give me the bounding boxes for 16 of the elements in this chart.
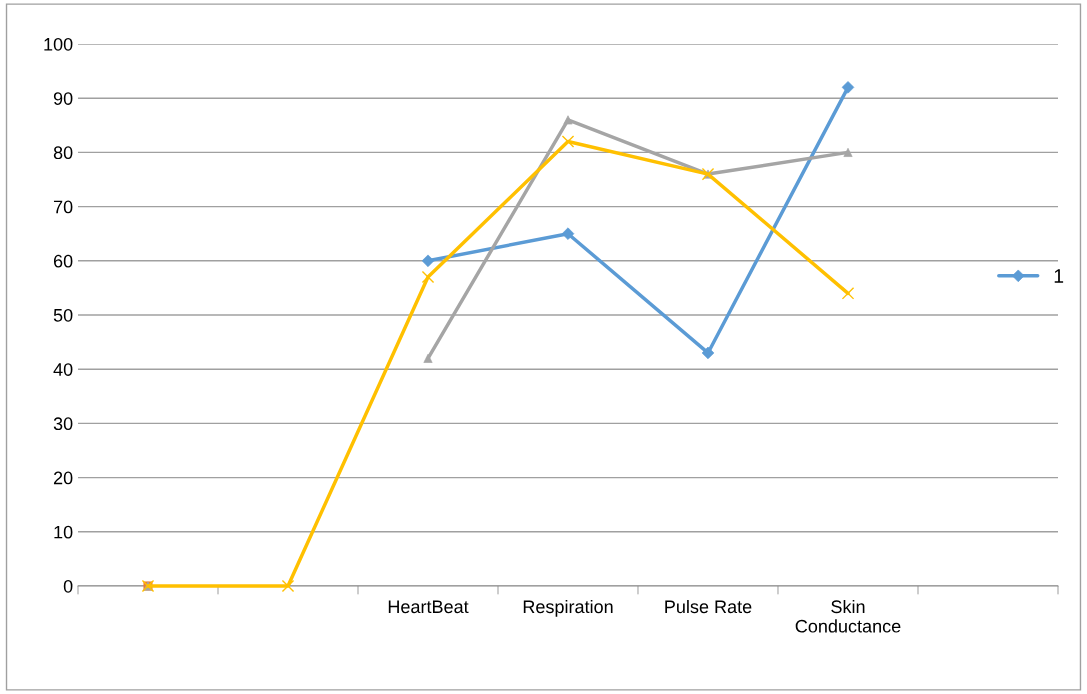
x-tick-label: Skin Conductance [795,599,901,633]
legend-label: 1 [1054,269,1064,283]
y-tick-label: 100 [44,37,73,51]
x-tick-label: Pulse Rate [665,599,752,614]
x-tick-label: HeartBeat [388,600,469,614]
y-tick-label: 40 [53,363,73,376]
y-tick-label: 0 [63,579,73,593]
y-tick-label: 90 [53,92,73,105]
y-tick-label: 20 [53,471,73,485]
x-tick-label: Respiration [523,599,613,617]
y-tick-label: 30 [53,417,73,431]
y-tick-label: 70 [53,200,73,214]
y-tick-label: 60 [53,254,73,268]
y-tick-label: 10 [54,525,73,539]
y-tick-label: 80 [53,146,73,160]
y-tick-label: 50 [53,308,73,322]
